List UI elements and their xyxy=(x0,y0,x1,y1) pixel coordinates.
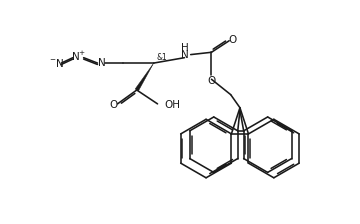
Text: O: O xyxy=(228,35,237,45)
Text: N$^{+}$: N$^{+}$ xyxy=(71,50,87,63)
Text: N: N xyxy=(181,50,188,60)
Text: N: N xyxy=(98,58,106,68)
Text: H: H xyxy=(181,43,188,54)
Text: O: O xyxy=(109,100,118,110)
Text: &1: &1 xyxy=(156,53,167,62)
Text: OH: OH xyxy=(165,100,180,110)
Text: O: O xyxy=(207,76,216,86)
Polygon shape xyxy=(135,63,154,91)
Text: $^{-}$N: $^{-}$N xyxy=(49,57,64,69)
